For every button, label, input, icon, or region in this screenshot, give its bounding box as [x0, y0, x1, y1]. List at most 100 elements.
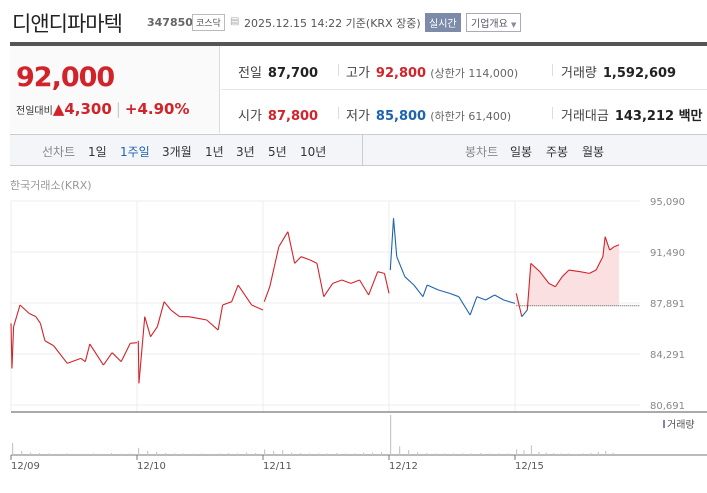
price-line-segment [383, 273, 390, 294]
volume-bar [390, 415, 392, 455]
price-line-segment [316, 263, 325, 297]
price-line-segment [278, 231, 289, 247]
price-line-segment [377, 271, 385, 274]
volume-bar [291, 452, 293, 455]
low-price: 저가 85,800 (하한가 61,400) [346, 109, 512, 124]
price-line-segment [595, 256, 604, 271]
volume-bar [545, 452, 547, 455]
volume-bar [381, 452, 383, 455]
change-label: 전일대비 [16, 106, 53, 117]
price-line-segment [554, 276, 563, 288]
volume-bar [102, 453, 104, 455]
price-line-segment [294, 256, 302, 264]
tab-10y[interactable]: 10년 [300, 145, 327, 159]
price-line-segment [44, 340, 54, 347]
y-tick-label: 91,490 [650, 248, 685, 259]
price-line-segment [39, 323, 46, 341]
price-line-segment [53, 345, 68, 364]
price-line-segment [526, 263, 532, 311]
price-line-segment [469, 296, 478, 316]
price-line-segment [368, 271, 379, 296]
price-line-segment [28, 312, 37, 318]
tab-3m[interactable]: 3개월 [162, 145, 192, 159]
x-tick-label: 12/15 [515, 461, 544, 472]
volume-bar [462, 453, 464, 455]
volume-bar [30, 452, 32, 455]
price-line-segment [111, 352, 122, 363]
tab-monthly-candle[interactable]: 월봉 [582, 145, 605, 159]
stats-divider [221, 89, 707, 90]
price-line-segment [170, 309, 180, 318]
volume-bar [498, 453, 500, 455]
change-amount: 4,300 [64, 100, 112, 118]
price-line-segment [602, 236, 606, 257]
volume-bar [612, 452, 614, 455]
realtime-badge[interactable]: 실시간 [425, 13, 461, 32]
price-line-segment [404, 276, 415, 286]
calendar-icon: ▤ [230, 16, 240, 27]
tab-5y[interactable]: 5년 [268, 145, 287, 159]
tab-daily-candle[interactable]: 일봉 [510, 145, 533, 159]
volume-legend: 거래량 [667, 419, 695, 431]
price-line-segment [269, 266, 275, 287]
price-line-segment [156, 301, 165, 327]
volume: 거래량 1,592,609 [561, 66, 677, 81]
volume-bar [575, 453, 577, 455]
volume-bar [57, 453, 59, 455]
price-chart[interactable]: 95,090 91,490 87,891 84,291 80,691 12/09 12/10… [0, 170, 707, 493]
trade-value: 거래대금 143,212 백만 [561, 109, 703, 124]
rise-area-fill [516, 236, 620, 306]
volume-bar [228, 453, 230, 455]
price-line-segment [359, 279, 370, 296]
price-line-segment [273, 246, 280, 267]
price-line-segment [188, 316, 198, 319]
volume-bar [582, 453, 585, 455]
volume-bar [523, 450, 525, 455]
volume-bar [93, 453, 95, 455]
tab-3y[interactable]: 3년 [236, 145, 255, 159]
market-badge: 코스닥 [192, 14, 225, 31]
price-line-segment [244, 294, 253, 306]
price-line-segment [530, 262, 541, 273]
price-line-segment [206, 319, 219, 331]
company-overview-button[interactable]: 기업개요 ▼ [466, 13, 522, 32]
price-line-segment [237, 284, 246, 296]
chart-source-label: 한국거래소(KRX) [10, 179, 92, 192]
tab-1w[interactable]: 1주일 [120, 145, 150, 159]
volume-bar [318, 453, 320, 455]
price-line-segment [80, 357, 86, 363]
price-line-segment [217, 304, 224, 331]
change-percent: +4.90% [124, 100, 190, 118]
prev-close: 전일 87,700 [238, 66, 319, 81]
volume-bar [12, 443, 14, 455]
volume-bar [156, 451, 158, 455]
price-line-segment [13, 304, 21, 327]
volume-bar [408, 450, 410, 455]
price-line-segment [231, 284, 239, 302]
tab-weekly-candle[interactable]: 주봉 [546, 145, 569, 159]
volume-bar [192, 453, 194, 455]
open-price: 시가 87,800 [238, 109, 319, 124]
price-line-segment [197, 317, 207, 321]
volume-bar [21, 451, 23, 455]
price-line-segment [548, 282, 556, 288]
volume-bar [597, 451, 599, 455]
price-line-segment [494, 294, 504, 301]
price-line-segment [251, 304, 264, 311]
volume-bar [560, 453, 562, 455]
price-line-segment [130, 342, 138, 344]
volume-bar [120, 453, 122, 455]
volume-bar [372, 452, 374, 455]
tab-1d[interactable]: 1일 [88, 145, 107, 159]
y-tick-label: 84,291 [650, 350, 685, 361]
chart-tabs: 선차트 1일 1주일 3개월 1년 3년 5년 10년 봉차트 일봉 주봉 월봉 [10, 134, 707, 166]
volume-bar [363, 452, 365, 455]
price-line-segment [332, 279, 343, 284]
price-line-segment [102, 352, 113, 366]
tab-1y[interactable]: 1년 [205, 145, 224, 159]
volume-bar [489, 453, 491, 455]
volume-legend-swatch [663, 420, 665, 428]
price-line-segment [449, 292, 459, 298]
volume-bar [480, 453, 482, 455]
x-tick-label: 12/12 [389, 461, 418, 472]
